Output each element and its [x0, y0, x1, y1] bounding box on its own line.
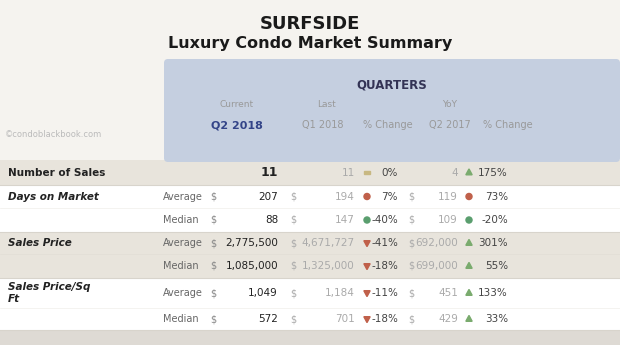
- Text: Average: Average: [163, 191, 203, 201]
- Text: 88: 88: [265, 215, 278, 225]
- Text: Sales Price: Sales Price: [8, 238, 72, 248]
- Text: Number of Sales: Number of Sales: [8, 168, 105, 177]
- Text: 11: 11: [342, 168, 355, 177]
- Text: 699,000: 699,000: [415, 261, 458, 271]
- Bar: [365, 171, 370, 174]
- Text: -20%: -20%: [481, 215, 508, 225]
- Text: 2,775,500: 2,775,500: [225, 238, 278, 248]
- Text: 4: 4: [451, 168, 458, 177]
- Circle shape: [364, 194, 370, 199]
- Text: 133%: 133%: [478, 288, 508, 298]
- Text: ©condoblackbook.com: ©condoblackbook.com: [5, 130, 102, 139]
- Text: $: $: [408, 238, 414, 248]
- Text: 11: 11: [260, 166, 278, 179]
- Text: $: $: [210, 288, 216, 298]
- Text: 1,049: 1,049: [248, 288, 278, 298]
- Text: $: $: [290, 191, 296, 201]
- Text: $: $: [290, 238, 296, 248]
- Text: 4,671,727: 4,671,727: [302, 238, 355, 248]
- Text: $: $: [408, 288, 414, 298]
- Bar: [0, 160, 620, 185]
- Circle shape: [466, 217, 472, 223]
- Text: Sales Price/Sq
Ft: Sales Price/Sq Ft: [8, 282, 91, 304]
- Text: $: $: [290, 288, 296, 298]
- Text: 1,085,000: 1,085,000: [226, 261, 278, 271]
- Text: SURFSIDE: SURFSIDE: [260, 15, 360, 33]
- Text: Last: Last: [317, 100, 337, 109]
- Circle shape: [364, 217, 370, 223]
- Polygon shape: [364, 317, 370, 323]
- Text: $: $: [210, 238, 216, 248]
- Text: $: $: [210, 215, 216, 225]
- Text: Average: Average: [163, 238, 203, 248]
- Text: 1,325,000: 1,325,000: [303, 261, 355, 271]
- Text: Q2 2017: Q2 2017: [429, 120, 471, 130]
- Text: -41%: -41%: [371, 238, 398, 248]
- Text: 119: 119: [438, 191, 458, 201]
- Text: 7%: 7%: [381, 191, 398, 201]
- Text: Days on Market: Days on Market: [8, 191, 99, 201]
- Text: -11%: -11%: [371, 288, 398, 298]
- Text: Median: Median: [163, 314, 198, 324]
- Bar: [0, 232, 620, 254]
- Text: 175%: 175%: [478, 168, 508, 177]
- Circle shape: [466, 194, 472, 199]
- Polygon shape: [466, 239, 472, 245]
- Polygon shape: [466, 169, 472, 175]
- Text: -18%: -18%: [371, 261, 398, 271]
- Text: 429: 429: [438, 314, 458, 324]
- Text: $: $: [210, 191, 216, 201]
- Bar: [0, 278, 620, 308]
- Text: $: $: [408, 261, 414, 271]
- Text: 109: 109: [438, 215, 458, 225]
- Bar: [0, 254, 620, 278]
- Polygon shape: [466, 289, 472, 295]
- Text: YoY: YoY: [443, 100, 458, 109]
- Text: Median: Median: [163, 215, 198, 225]
- Text: 692,000: 692,000: [415, 238, 458, 248]
- Text: 73%: 73%: [485, 191, 508, 201]
- Text: 55%: 55%: [485, 261, 508, 271]
- Polygon shape: [466, 315, 472, 321]
- Text: $: $: [290, 261, 296, 271]
- Bar: [0, 330, 620, 345]
- Text: $: $: [290, 215, 296, 225]
- Polygon shape: [466, 263, 472, 268]
- Text: Average: Average: [163, 288, 203, 298]
- Text: % Change: % Change: [483, 120, 533, 130]
- Text: $: $: [408, 314, 414, 324]
- Text: $: $: [408, 215, 414, 225]
- Text: 572: 572: [258, 314, 278, 324]
- Text: 701: 701: [335, 314, 355, 324]
- Text: $: $: [408, 191, 414, 201]
- Bar: [0, 185, 620, 208]
- Text: 0%: 0%: [382, 168, 398, 177]
- Text: -18%: -18%: [371, 314, 398, 324]
- Text: 301%: 301%: [479, 238, 508, 248]
- Text: $: $: [210, 261, 216, 271]
- Text: $: $: [210, 314, 216, 324]
- Text: 147: 147: [335, 215, 355, 225]
- Text: Q2 2018: Q2 2018: [211, 120, 263, 130]
- Polygon shape: [364, 241, 370, 247]
- Text: % Change: % Change: [363, 120, 413, 130]
- Text: 33%: 33%: [485, 314, 508, 324]
- Polygon shape: [364, 264, 370, 269]
- Text: Median: Median: [163, 261, 198, 271]
- Text: 1,184: 1,184: [325, 288, 355, 298]
- Text: 207: 207: [259, 191, 278, 201]
- Text: $: $: [290, 314, 296, 324]
- Text: -40%: -40%: [371, 215, 398, 225]
- Polygon shape: [364, 291, 370, 297]
- Text: Q1 2018: Q1 2018: [303, 120, 343, 130]
- Bar: [0, 308, 620, 330]
- FancyBboxPatch shape: [164, 59, 620, 162]
- Text: Luxury Condo Market Summary: Luxury Condo Market Summary: [168, 36, 452, 51]
- Bar: [0, 208, 620, 232]
- Text: 451: 451: [438, 288, 458, 298]
- Text: 194: 194: [335, 191, 355, 201]
- Text: Current: Current: [220, 100, 254, 109]
- Text: QUARTERS: QUARTERS: [356, 78, 427, 91]
